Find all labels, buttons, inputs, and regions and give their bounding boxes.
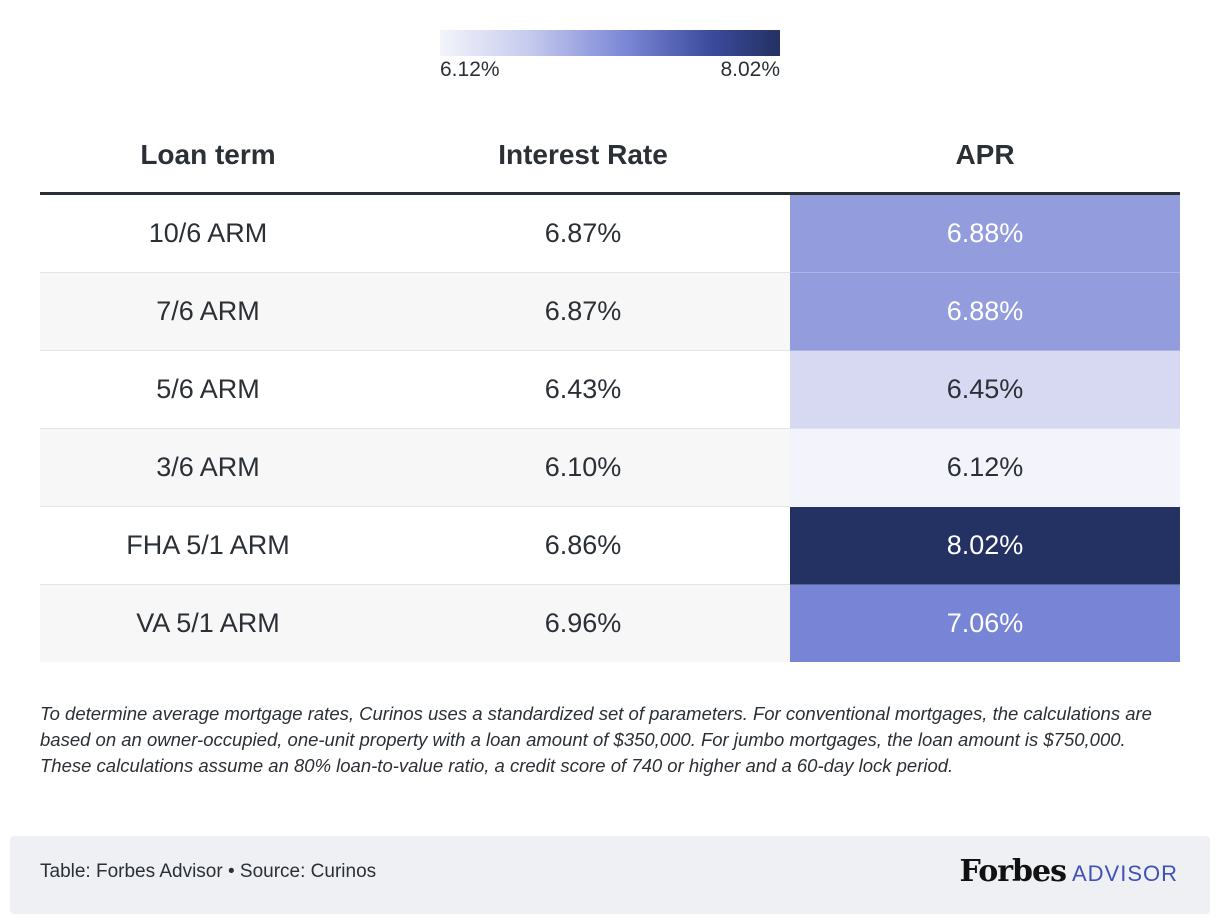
apr-heat-cell: 7.06% <box>790 584 1180 662</box>
apr-heat-cell: 6.88% <box>790 193 1180 273</box>
table-row: FHA 5/1 ARM 6.86% 8.02% <box>40 506 1180 585</box>
interest-rate-cell: 6.10% <box>376 428 790 507</box>
loan-term-cell: 10/6 ARM <box>40 193 376 273</box>
apr-heat-cell: 8.02% <box>790 506 1180 585</box>
interest-rate-cell: 6.87% <box>376 272 790 351</box>
loan-term-cell: VA 5/1 ARM <box>40 584 376 662</box>
footer-bar: Table: Forbes Advisor • Source: Curinos … <box>10 836 1210 914</box>
apr-heat-cell: 6.88% <box>790 272 1180 351</box>
apr-heat-cell: 6.12% <box>790 428 1180 507</box>
methodology-note: To determine average mortgage rates, Cur… <box>40 703 1152 776</box>
legend-min-label: 6.12% <box>440 58 500 81</box>
table-row: VA 5/1 ARM 6.96% 7.06% <box>40 584 1180 662</box>
table-row: 10/6 ARM 6.87% 6.88% <box>40 193 1180 273</box>
apr-heat-cell: 6.45% <box>790 350 1180 429</box>
brand-sub: ADVISOR <box>1071 861 1178 886</box>
interest-rate-cell: 6.43% <box>376 350 790 429</box>
loan-term-cell: 7/6 ARM <box>40 272 376 351</box>
interest-rate-cell: 6.96% <box>376 584 790 662</box>
interest-rate-cell: 6.87% <box>376 193 790 273</box>
forbes-advisor-logo: Forbes ADVISOR <box>960 854 1178 889</box>
loan-term-cell: 5/6 ARM <box>40 350 376 429</box>
color-legend: 6.12% 8.02% <box>440 30 780 84</box>
source-credit: Table: Forbes Advisor • Source: Curinos <box>40 861 377 882</box>
table-header-row: Loan term Interest Rate APR <box>40 118 1180 195</box>
table-row: 5/6 ARM 6.43% 6.45% <box>40 350 1180 429</box>
legend-gradient-bar <box>440 30 780 56</box>
column-header-apr: APR <box>790 118 1180 195</box>
column-header-interest-rate: Interest Rate <box>376 118 790 195</box>
interest-rate-cell: 6.86% <box>376 506 790 585</box>
legend-max-label: 8.02% <box>720 58 780 81</box>
table-row: 3/6 ARM 6.10% 6.12% <box>40 428 1180 507</box>
brand-name: Forbes <box>959 854 1067 889</box>
table-row: 7/6 ARM 6.87% 6.88% <box>40 272 1180 351</box>
mortgage-rates-table: Loan term Interest Rate APR 10/6 ARM 6.87… <box>40 118 1180 662</box>
loan-term-cell: FHA 5/1 ARM <box>40 506 376 585</box>
loan-term-cell: 3/6 ARM <box>40 428 376 507</box>
column-header-loan-term: Loan term <box>40 118 376 195</box>
